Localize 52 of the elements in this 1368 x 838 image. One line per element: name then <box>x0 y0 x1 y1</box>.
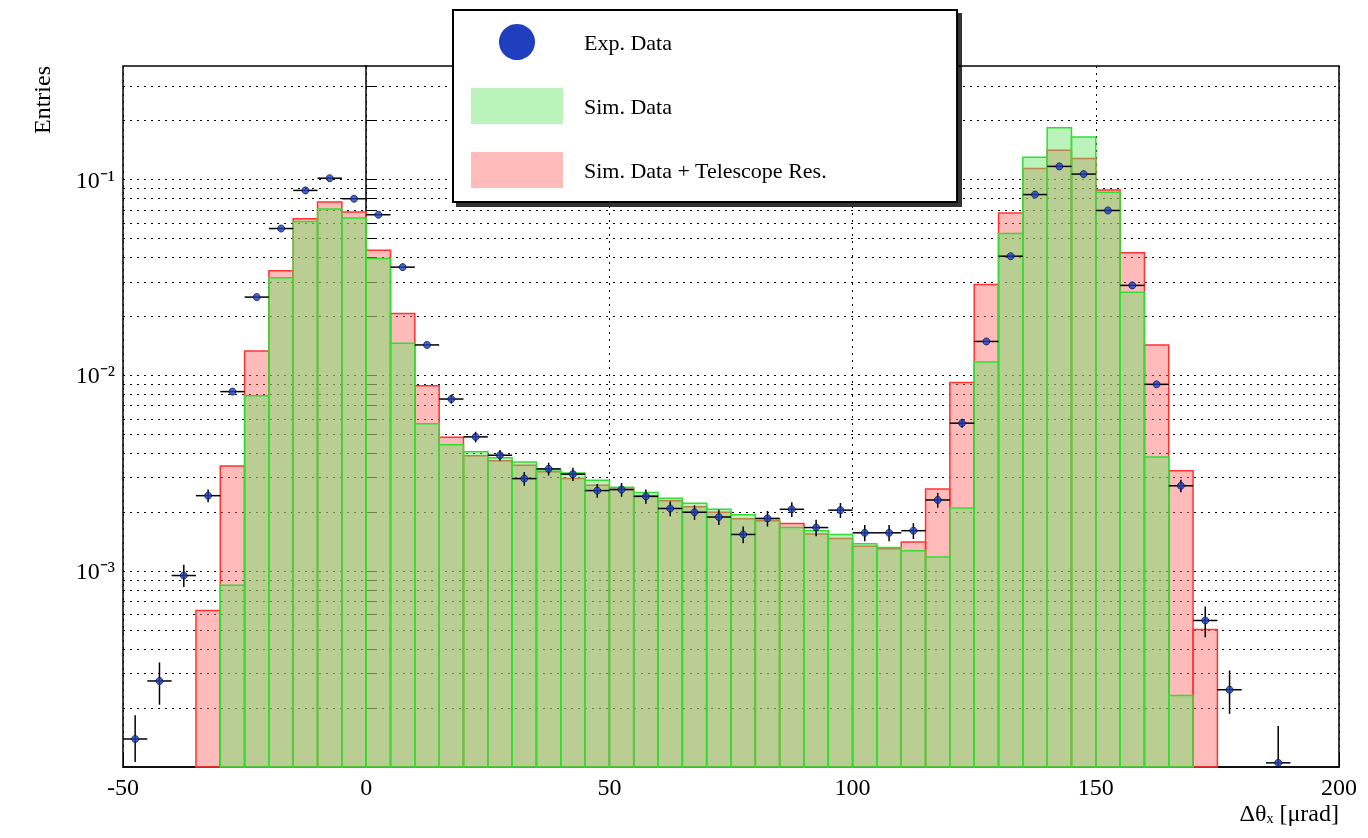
point <box>666 504 675 513</box>
point <box>1274 758 1283 767</box>
point <box>568 470 577 479</box>
point <box>1201 616 1210 625</box>
point <box>739 530 748 539</box>
x-tick-label: 100 <box>834 774 871 800</box>
y-axis-title: Entries <box>29 66 55 134</box>
y-tick-label: 10⁻³ <box>75 558 115 585</box>
point <box>155 676 164 685</box>
x-tick-label: 150 <box>1077 774 1114 800</box>
point <box>593 486 602 495</box>
point <box>714 513 723 522</box>
point <box>277 224 286 233</box>
point <box>958 419 967 428</box>
point <box>1176 481 1185 490</box>
point <box>325 174 334 183</box>
point <box>787 505 796 514</box>
point <box>374 210 383 219</box>
point <box>131 735 140 743</box>
x-axis-title: Δθₓ [μrad] <box>1239 800 1339 826</box>
point <box>544 464 553 473</box>
point <box>690 508 699 517</box>
y-tick-label: 10⁻² <box>75 362 115 389</box>
point <box>860 528 869 537</box>
point <box>398 263 407 272</box>
x-tick-label: 200 <box>1321 774 1357 800</box>
point <box>520 474 529 483</box>
point <box>933 495 942 504</box>
x-tick-label: 0 <box>360 774 373 800</box>
point <box>1225 685 1234 694</box>
point <box>763 514 772 523</box>
point <box>1103 206 1112 215</box>
legend-label: Exp. Data <box>584 29 673 55</box>
point <box>204 491 213 500</box>
legend-label: Sim. Data <box>584 93 673 119</box>
point <box>1006 252 1015 261</box>
point <box>179 571 188 580</box>
point <box>885 528 894 537</box>
point <box>812 523 821 532</box>
point <box>495 451 504 460</box>
point <box>1079 170 1088 179</box>
point <box>617 485 626 494</box>
legend-label: Sim. Data + Telescope Res. <box>584 157 827 183</box>
point <box>836 506 845 515</box>
point <box>641 492 650 501</box>
point <box>423 340 431 349</box>
x-tick-label: -50 <box>107 774 139 800</box>
point <box>909 526 918 535</box>
point <box>252 293 261 302</box>
y-tick-label: 10⁻¹ <box>75 166 115 193</box>
point <box>350 194 359 203</box>
x-tick-label: 50 <box>597 774 622 800</box>
